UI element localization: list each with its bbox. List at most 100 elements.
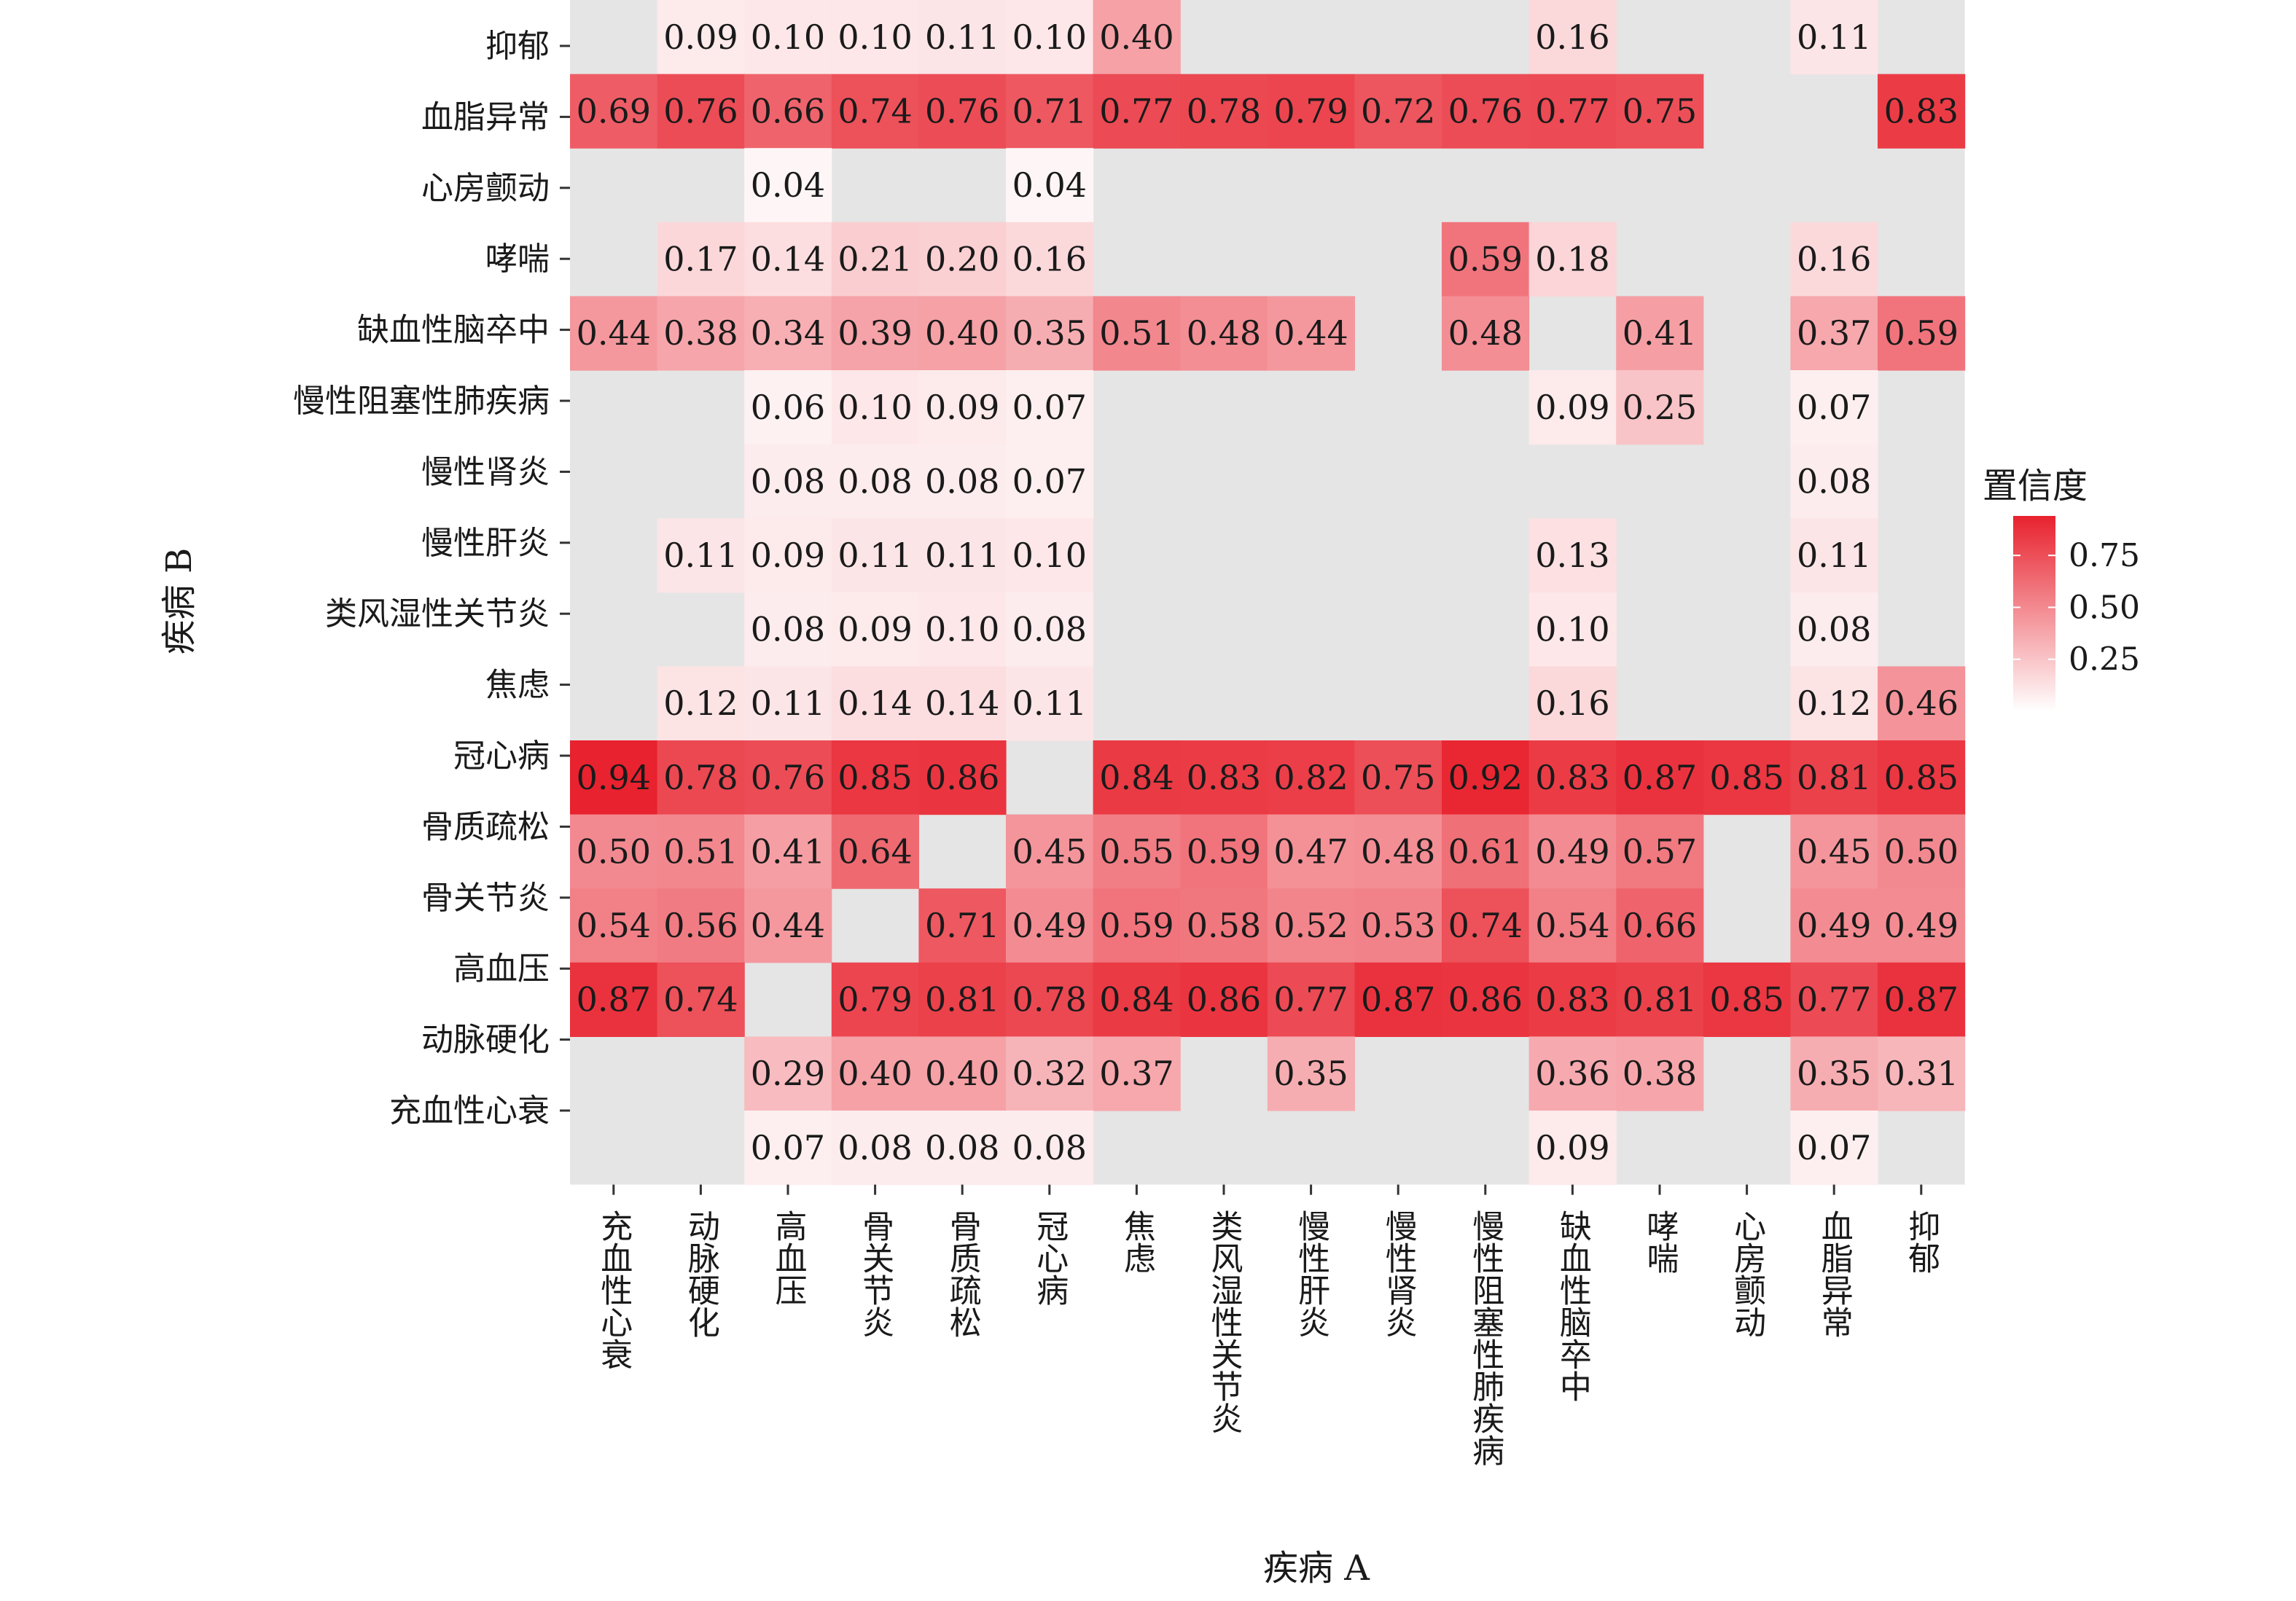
cell-value-label: 0.14 [751,240,825,279]
cell-value-label: 0.11 [751,684,825,723]
heatmap-cell [1790,1036,1878,1111]
heatmap-cell [1354,814,1442,889]
cell-value-label: 0.18 [1535,240,1609,279]
x-tick-label: 冠心病 [1031,1210,1068,1306]
cell-value-label: 0.52 [1273,906,1348,945]
heatmap-cell [744,74,832,149]
cell-value-label: 0.07 [1797,388,1871,427]
heatmap-cell [918,888,1007,963]
heatmap-cell [657,888,745,963]
y-tick-label: 充血性心衰 [389,1092,550,1130]
heatmap-cell [1528,814,1617,889]
cell-value-label: 0.87 [577,980,651,1019]
cell-value-label: 0.54 [1535,906,1609,945]
x-axis-ticks: 充血性心衰 动脉硬化 高血压 骨关节炎 骨质疏松 冠心病 焦虑 类风湿性关节炎 慢性肝炎 慢性肾炎… [595,1184,1940,1466]
cell-value-label: 0.71 [925,906,999,945]
heatmap-cell [1006,370,1094,445]
cell-value-label: 0.57 [1623,831,1697,871]
cell-value-label: 0.13 [1535,536,1609,575]
cell-value-label: 0.50 [1884,831,1959,871]
heatmap-cell [1528,740,1617,815]
heatmap-cell [831,370,919,445]
cell-value-label: 0.10 [1012,17,1087,57]
heatmap-cell [1442,74,1530,149]
heatmap-cell [831,666,919,741]
cell-value-label: 0.85 [837,758,912,797]
heatmap-cell [1267,296,1355,371]
heatmap-cell [744,222,832,297]
heatmap-cell [1878,888,1966,963]
heatmap-cell [1180,962,1268,1037]
heatmap-cell [1354,962,1442,1037]
heatmap-cell [1267,1036,1355,1111]
cell-value-label: 0.56 [663,906,738,945]
heatmap-cell [918,222,1007,297]
cell-value-label: 0.79 [1273,91,1348,130]
cell-value-label: 0.54 [577,906,651,945]
cell-value-label: 0.84 [1099,980,1174,1019]
y-tick-label: 心房颤动 [421,170,550,207]
cell-value-label: 0.83 [1187,758,1261,797]
heatmap-cell [918,370,1007,445]
heatmap-cell [1616,888,1704,963]
cell-value-label: 0.78 [1187,91,1261,130]
cell-value-label: 0.35 [1797,1054,1871,1093]
cell-value-label: 0.10 [751,17,825,57]
heatmap-cell [918,666,1007,741]
heatmap-cell [1616,740,1704,815]
x-tick-label: 骨关节炎 [856,1210,894,1338]
cell-value-label: 0.14 [837,684,912,723]
cell-value-label: 0.21 [837,240,912,279]
cell-value-label: 0.12 [1797,684,1871,723]
heatmap-cell [570,296,658,371]
heatmap-cell [744,888,832,963]
heatmap-cell [657,74,745,149]
x-tick-label: 心房颤动 [1728,1210,1765,1338]
heatmap-cell [1180,740,1268,815]
heatmap-cell [1180,814,1268,889]
cell-value-label: 0.04 [751,165,825,205]
heatmap-cell [1093,1036,1181,1111]
cell-value-label: 0.10 [837,17,912,57]
cell-value-label: 0.08 [1797,461,1871,501]
y-tick-label: 慢性肾炎 [421,453,550,490]
heatmap-cell [918,0,1007,75]
cell-value-label: 0.75 [1361,758,1435,797]
cell-value-label: 0.09 [925,388,999,427]
heatmap-cell [1180,74,1268,149]
heatmap-cell [831,1036,919,1111]
legend-colorbar [2013,516,2055,711]
cell-value-label: 0.14 [925,684,999,723]
heatmap-cell [831,518,919,593]
x-tick-label: 高血压 [770,1210,807,1306]
heatmap-cell [1442,740,1530,815]
cell-value-label: 0.44 [751,906,825,945]
heatmap-cell [1790,592,1878,667]
y-tick-label: 冠心病 [453,737,550,775]
cell-value-label: 0.48 [1448,313,1523,353]
cell-value-label: 0.51 [1099,313,1174,353]
cell-value-label: 0.11 [663,536,738,575]
y-tick-label: 动脉硬化 [421,1022,550,1059]
heatmap-cell [744,814,832,889]
heatmap-cell [744,0,832,75]
cell-value-label: 0.78 [663,758,738,797]
heatmap-cell [1616,1036,1704,1111]
cell-value-label: 0.11 [925,17,999,57]
cell-value-label: 0.10 [925,610,999,649]
heatmap-cell [1442,814,1530,889]
heatmap-cell [1528,888,1617,963]
heatmap-cell [657,222,745,297]
cell-value-label: 0.77 [1535,91,1609,130]
cell-value-label: 0.39 [837,313,912,353]
cell-value-label: 0.40 [925,313,999,353]
x-tick-label: 动脉硬化 [682,1210,719,1338]
cell-value-label: 0.11 [1797,536,1871,575]
y-tick-label: 焦虑 [485,667,550,704]
cell-value-label: 0.47 [1273,831,1348,871]
heatmap-cell [1006,296,1094,371]
x-tick-label: 慢性肝炎 [1292,1210,1329,1338]
heatmap-cell [1790,518,1878,593]
heatmap-cell [1790,222,1878,297]
y-axis-title: 疾病 B [159,548,200,655]
